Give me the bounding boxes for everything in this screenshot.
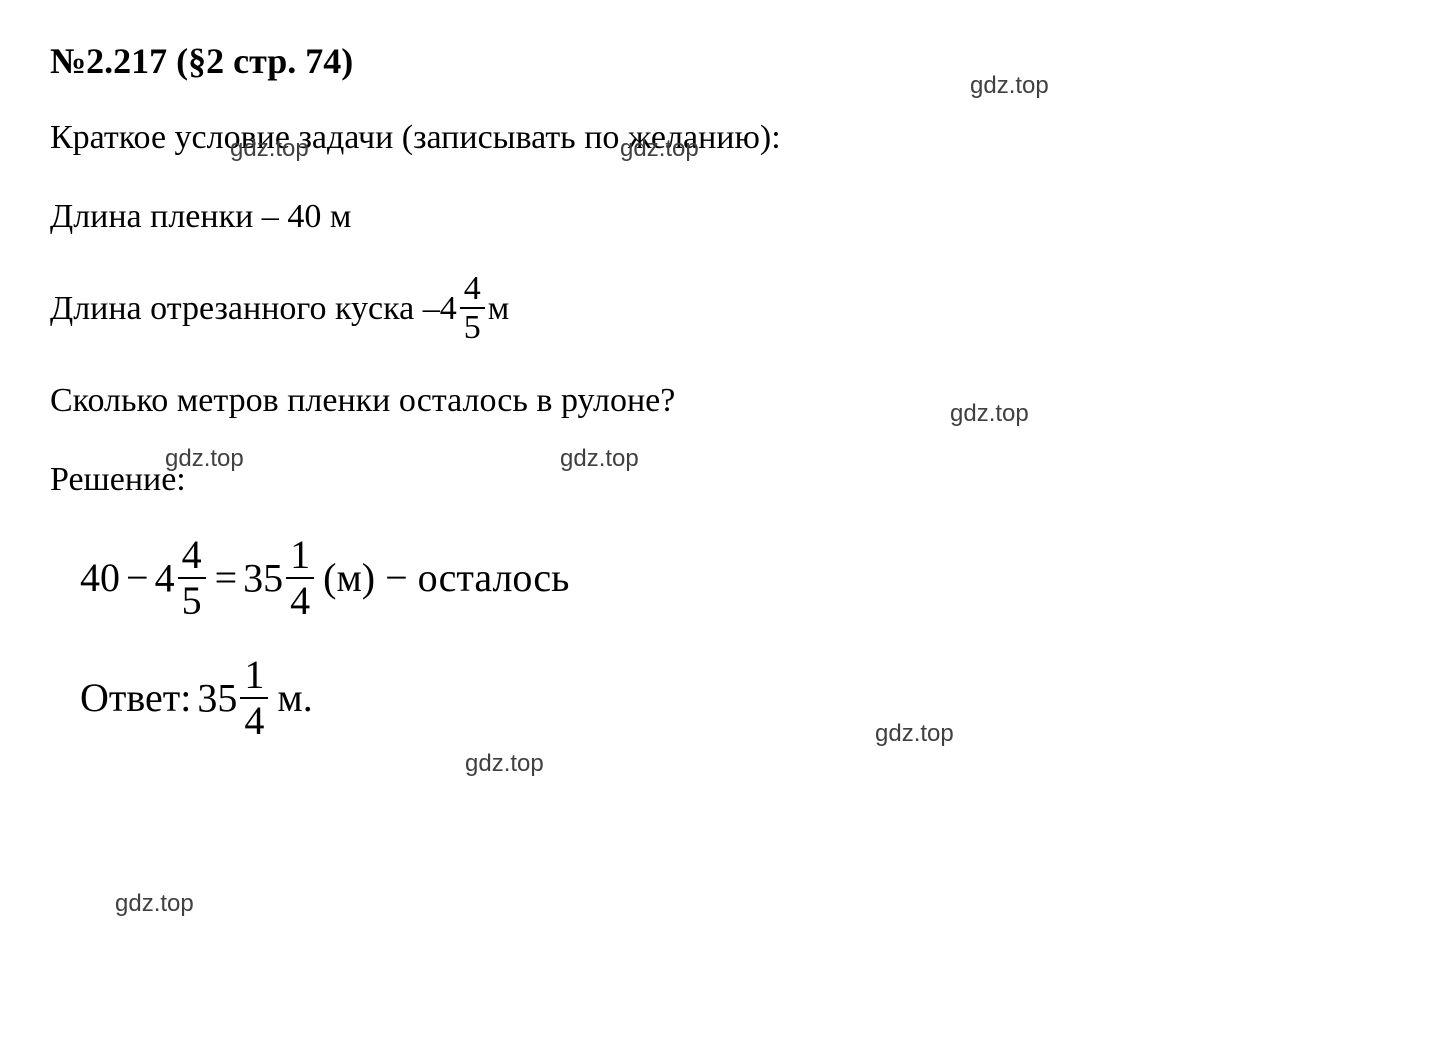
watermark-text: gdz.top: [465, 750, 544, 778]
eq-result: 3514: [243, 533, 317, 623]
given1-prefix: Длина пленки –: [50, 198, 287, 235]
ans-num: 1: [240, 653, 268, 699]
eq-m-den: 5: [178, 579, 206, 623]
given2-den: 5: [460, 309, 485, 346]
given-line-2: Длина отрезанного куска – 445 м: [50, 270, 1383, 347]
question-line: Сколько метров пленки осталось в рулоне?: [50, 375, 1383, 426]
eq-m-fraction: 45: [178, 533, 206, 623]
watermark-text: gdz.top: [560, 445, 639, 473]
answer-label: Ответ:: [80, 674, 191, 721]
watermark-text: gdz.top: [970, 72, 1049, 100]
watermark-text: gdz.top: [950, 400, 1029, 428]
given2-num: 4: [460, 270, 485, 309]
eq-minus: −: [126, 554, 149, 601]
eq-m-whole: 4: [155, 555, 175, 600]
watermark-text: gdz.top: [875, 720, 954, 748]
ans-fraction: 14: [240, 653, 268, 743]
given2-mixed-number: 445: [440, 270, 488, 347]
eq-equals: =: [215, 554, 238, 601]
eq-r-den: 4: [286, 579, 314, 623]
given2-prefix: Длина отрезанного куска –: [50, 283, 440, 334]
watermark-text: gdz.top: [620, 135, 699, 163]
eq-r-fraction: 14: [286, 533, 314, 623]
ans-den: 4: [240, 699, 268, 743]
given2-fraction: 45: [460, 270, 485, 347]
problem-heading: №2.217 (§2 стр. 74): [50, 40, 1383, 82]
solution-label: Решение:: [50, 454, 1383, 505]
given2-whole: 4: [440, 290, 457, 327]
eq-r-whole: 35: [243, 555, 283, 600]
answer-line: Ответ: 3514 м.: [80, 653, 1383, 743]
eq-subtrahend: 445: [155, 533, 209, 623]
ans-unit: м.: [277, 674, 312, 721]
given1-value: 40 м: [287, 198, 351, 235]
eq-r-num: 1: [286, 533, 314, 579]
eq-m-num: 4: [178, 533, 206, 579]
eq-tail: (м) − осталось: [323, 554, 569, 601]
eq-lhs1: 40: [80, 554, 120, 601]
equation-line: 40 − 445 = 3514 (м) − осталось: [80, 533, 1383, 623]
watermark-text: gdz.top: [115, 890, 194, 918]
ans-whole: 35: [197, 675, 237, 720]
watermark-text: gdz.top: [230, 135, 309, 163]
given-line-1: Длина пленки – 40 м: [50, 191, 1383, 242]
watermark-text: gdz.top: [165, 445, 244, 473]
answer-mixed: 3514: [197, 653, 271, 743]
given2-unit: м: [488, 283, 510, 334]
